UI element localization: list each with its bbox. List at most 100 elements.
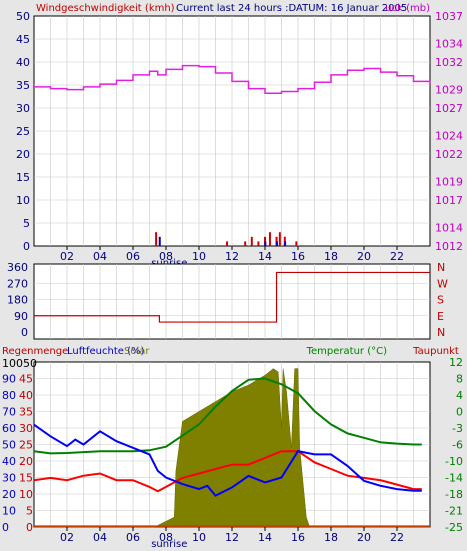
humidity-tick-label: 70 bbox=[2, 406, 16, 419]
wind-direction-axis: 0 90 180 270 360 bbox=[7, 261, 28, 339]
solar-tick-label: 20 bbox=[19, 455, 33, 468]
x-axis-bottom: 02 04 06 08 10 12 14 16 18 20 22 bbox=[60, 527, 404, 544]
humidity-solar-top-label: 10050 bbox=[2, 357, 37, 370]
wind-bar bbox=[284, 241, 287, 246]
pressure-tick-label: 1019 bbox=[435, 176, 463, 189]
temperature-tick-label: -18 bbox=[445, 488, 463, 501]
chart-title: Current last 24 hours :DATUM: 16 Januar … bbox=[176, 3, 407, 14]
compass-label: S bbox=[437, 294, 444, 307]
x-tick-label: 04 bbox=[93, 250, 107, 263]
pressure-tick-label: 1029 bbox=[435, 84, 463, 97]
temperature-tick-label: -21 bbox=[445, 505, 463, 518]
wind-speed-tick-label: 10 bbox=[16, 194, 30, 207]
wind-speed-axis: 0 5 10 15 20 25 30 35 40 45 50 bbox=[16, 10, 30, 253]
pressure-series bbox=[34, 64, 431, 95]
gust-bar bbox=[268, 232, 271, 246]
humidity-tick-label: 40 bbox=[2, 455, 16, 468]
x-tick-label: 10 bbox=[192, 250, 206, 263]
temperature-tick-label: 4 bbox=[456, 389, 463, 402]
rain-title: Regenmenge bbox=[2, 346, 68, 357]
x-tick-label: 08 bbox=[159, 531, 173, 544]
solar-series bbox=[34, 368, 430, 528]
pressure-axis: 1012 1014 1017 1019 1022 1024 1027 1029 1032 1034… bbox=[435, 10, 463, 253]
x-axis-top: 02 04 06 08 10 12 14 16 18 20 22 bbox=[60, 246, 404, 263]
wind-speed-tick-label: 0 bbox=[23, 240, 30, 253]
gust-bar bbox=[257, 241, 260, 246]
wind-speed-tick-label: 45 bbox=[16, 33, 30, 46]
humidity-tick-label: 20 bbox=[2, 488, 16, 501]
solar-title: Solar bbox=[124, 346, 150, 357]
sunrise-label: sunrise bbox=[151, 539, 187, 550]
wind-speed-tick-label: 50 bbox=[16, 10, 30, 23]
x-tick-label: 14 bbox=[258, 531, 272, 544]
x-tick-label: 06 bbox=[126, 250, 140, 263]
dewpoint-title: Taupunkt bbox=[412, 346, 459, 357]
gust-bar bbox=[226, 241, 229, 246]
x-tick-label: 10 bbox=[192, 531, 206, 544]
humidity-tick-label: 80 bbox=[2, 389, 16, 402]
x-tick-label: 08 bbox=[159, 250, 173, 263]
solar-tick-label: 5 bbox=[26, 505, 33, 518]
gust-bar bbox=[295, 241, 298, 246]
humidity-tick-label: 50 bbox=[2, 439, 16, 452]
x-tick-label: 18 bbox=[324, 250, 338, 263]
pressure-title: uck (mb) bbox=[385, 3, 430, 14]
wind-speed-tick-label: 20 bbox=[16, 148, 30, 161]
x-tick-label: 20 bbox=[357, 250, 371, 263]
temperature-tick-label: 12 bbox=[449, 356, 463, 369]
wind-direction-tick-label: 0 bbox=[21, 326, 28, 339]
solar-tick-label: 45 bbox=[19, 373, 33, 386]
temperature-tick-label: -10 bbox=[445, 455, 463, 468]
compass-label: N bbox=[437, 261, 445, 274]
wind-bar bbox=[264, 241, 267, 246]
humidity-tick-label: 90 bbox=[2, 373, 16, 386]
solar-tick-label: 10 bbox=[19, 488, 33, 501]
humidity-solar-axis: 0102030405060708090051015202530354045100… bbox=[2, 357, 37, 534]
x-tick-label: 16 bbox=[291, 250, 305, 263]
x-tick-label: 12 bbox=[225, 250, 239, 263]
temperature-tick-label: -6 bbox=[452, 439, 463, 452]
rain-series bbox=[34, 525, 430, 527]
gust-bar bbox=[250, 236, 253, 246]
humidity-tick-label: 30 bbox=[2, 472, 16, 485]
temperature-tick-label: 0 bbox=[456, 406, 463, 419]
wind-speed-tick-label: 40 bbox=[16, 56, 30, 69]
wind-speed-title: Windgeschwindigkeit (kmh) bbox=[36, 3, 175, 14]
humidity-tick-label: 10 bbox=[2, 505, 16, 518]
x-tick-label: 16 bbox=[291, 531, 305, 544]
gust-bar bbox=[278, 232, 281, 246]
wind-direction-series bbox=[34, 271, 430, 323]
wind-speed-tick-label: 25 bbox=[16, 125, 30, 138]
x-tick-label: 02 bbox=[60, 531, 74, 544]
wind-speed-bars bbox=[155, 232, 298, 246]
solar-tick-label: 0 bbox=[26, 521, 33, 534]
compass-label: W bbox=[437, 277, 448, 290]
solar-tick-label: 35 bbox=[19, 406, 33, 419]
pressure-tick-label: 1034 bbox=[435, 38, 463, 51]
pressure-tick-label: 1017 bbox=[435, 194, 463, 207]
temperature-tick-label: -25 bbox=[445, 521, 463, 534]
temperature-series bbox=[33, 377, 422, 455]
humidity-temperature-panel: Regenmenge Luftfeuchte (%) Solar Tempera… bbox=[2, 346, 463, 550]
pressure-tick-label: 1037 bbox=[435, 10, 463, 23]
x-tick-label: 18 bbox=[324, 531, 338, 544]
humidity-tick-label: 60 bbox=[2, 422, 16, 435]
solar-tick-label: 25 bbox=[19, 439, 33, 452]
wind-speed-tick-label: 5 bbox=[23, 217, 30, 230]
temperature-tick-label: -14 bbox=[445, 472, 463, 485]
x-tick-label: 22 bbox=[390, 531, 404, 544]
pressure-tick-label: 1027 bbox=[435, 102, 463, 115]
x-tick-label: 22 bbox=[390, 250, 404, 263]
wind-direction-tick-label: 180 bbox=[7, 294, 28, 307]
humidity-tick-label: 0 bbox=[2, 521, 9, 534]
humidity-title: Luftfeuchte (%) bbox=[67, 346, 145, 357]
wind-speed-tick-label: 15 bbox=[16, 171, 30, 184]
wind-direction-tick-label: 90 bbox=[14, 310, 28, 323]
pressure-tick-label: 1022 bbox=[435, 148, 463, 161]
temperature-axis: 12 8 4 0 -3 -6 -10 -14 -18 -21 -25 bbox=[445, 356, 463, 534]
wind-pressure-grid bbox=[34, 16, 430, 246]
x-tick-label: 06 bbox=[126, 531, 140, 544]
wind-pressure-panel: Windgeschwindigkeit (kmh) Current last 2… bbox=[16, 3, 463, 269]
